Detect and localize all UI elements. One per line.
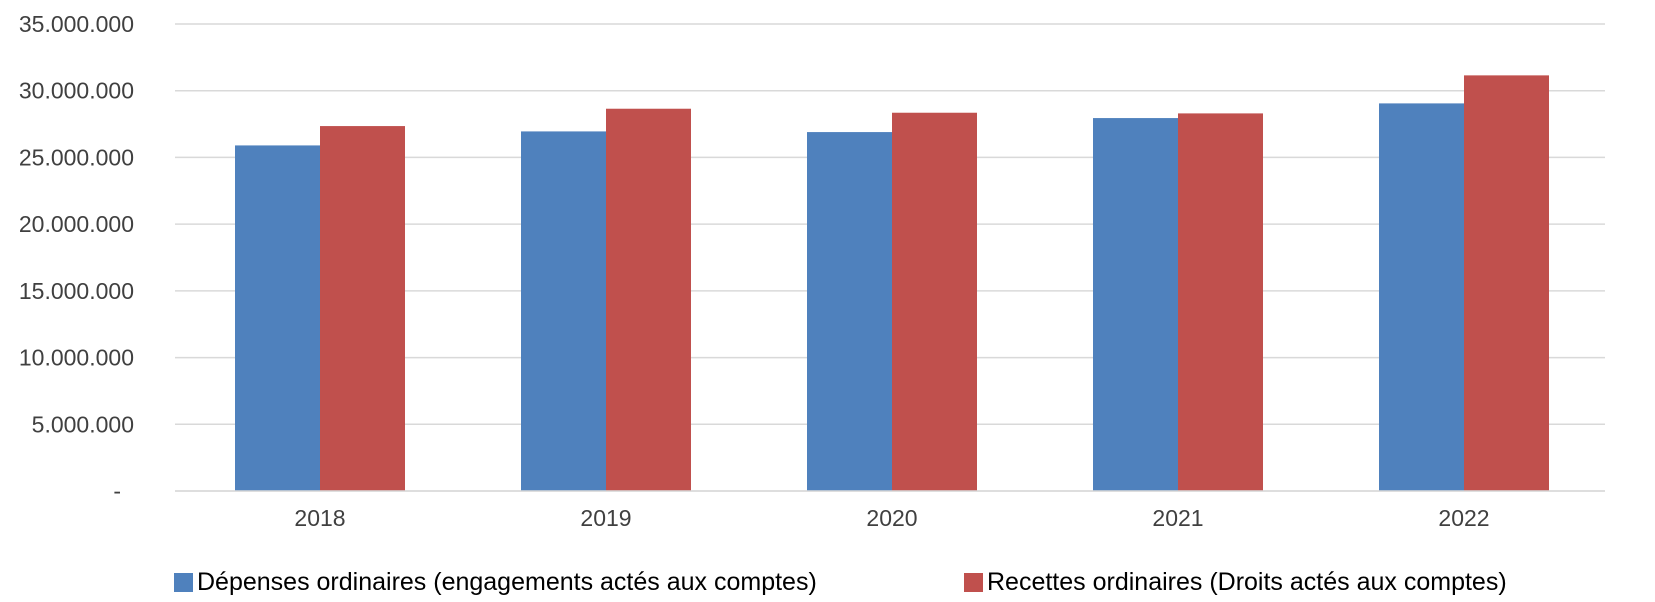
- bar-depenses-2021: [1093, 118, 1178, 492]
- y-tick-label: 5.000.000: [32, 411, 134, 437]
- y-tick-label: 25.000.000: [19, 144, 134, 170]
- bar-depenses-2019: [521, 131, 606, 491]
- bar-depenses-2022: [1379, 103, 1464, 491]
- legend-item-depenses: Dépenses ordinaires (engagements actés a…: [174, 568, 817, 597]
- legend: Dépenses ordinaires (engagements actés a…: [0, 568, 1655, 602]
- bar-depenses-2018: [235, 145, 320, 492]
- y-tick-label: 10.000.000: [19, 345, 134, 371]
- x-tick-label: 2018: [294, 505, 345, 531]
- y-tick-label: 20.000.000: [19, 211, 134, 237]
- legend-label-depenses: Dépenses ordinaires (engagements actés a…: [197, 568, 817, 596]
- legend-swatch-depenses: [174, 573, 193, 592]
- bar-recettes-2019: [606, 108, 691, 491]
- bars: [175, 75, 1605, 492]
- bar-recettes-2018: [320, 126, 405, 491]
- bar-recettes-2022: [1464, 75, 1549, 492]
- y-tick-label: 35.000.000: [19, 11, 134, 37]
- x-tick-label: 2021: [1152, 505, 1203, 531]
- chart-canvas: - 5.000.000 10.000.000 15.000.000 20.000.000…: [19, 11, 1605, 531]
- legend-label-recettes: Recettes ordinaires (Droits actés aux co…: [987, 568, 1507, 596]
- y-axis-tick-labels: - 5.000.000 10.000.000 15.000.000 20.000.000…: [19, 11, 134, 504]
- y-tick-label: 15.000.000: [19, 278, 134, 304]
- bar-recettes-2021: [1178, 113, 1263, 491]
- y-tick-label: 30.000.000: [19, 78, 134, 104]
- legend-item-recettes: Recettes ordinaires (Droits actés aux co…: [964, 568, 1507, 597]
- bar-depenses-2020: [807, 132, 892, 491]
- bar-recettes-2020: [892, 112, 977, 491]
- legend-swatch-recettes: [964, 573, 983, 592]
- x-axis-tick-labels: 2018 2019 2020 2021 2022: [294, 505, 1489, 531]
- x-tick-label: 2020: [866, 505, 917, 531]
- y-tick-label: -: [113, 478, 121, 504]
- x-tick-label: 2019: [580, 505, 631, 531]
- x-tick-label: 2022: [1438, 505, 1489, 531]
